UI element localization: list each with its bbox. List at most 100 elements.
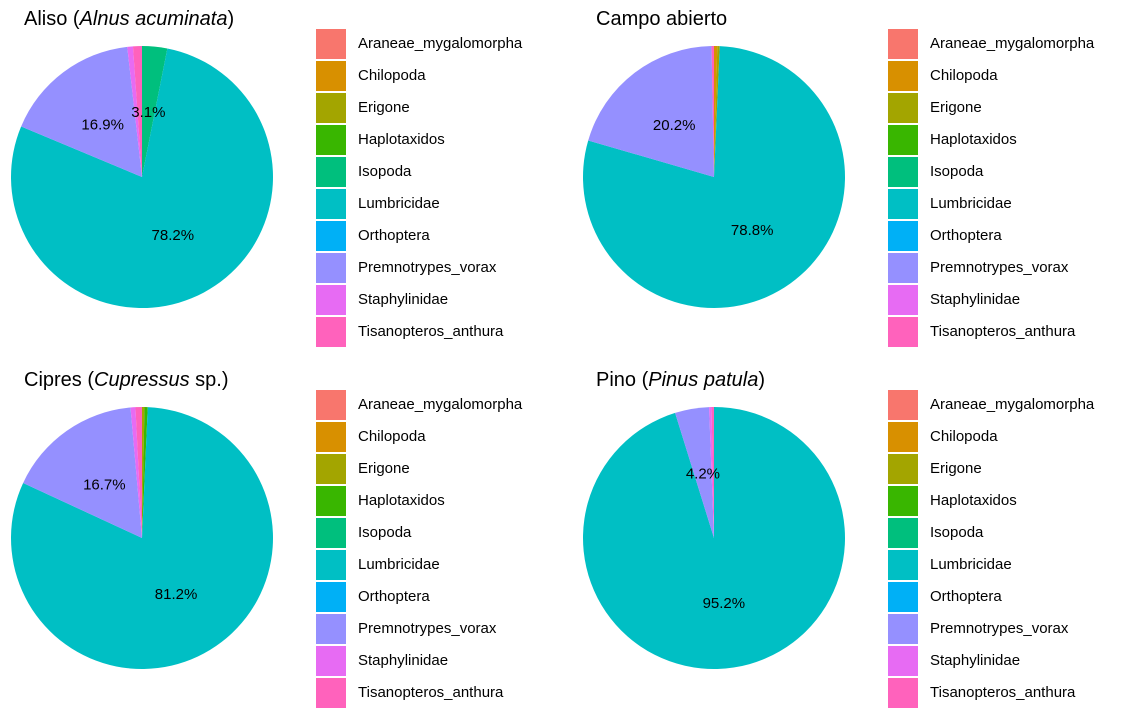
legend-key bbox=[316, 189, 346, 219]
legend-key bbox=[888, 157, 918, 187]
panel-title: Aliso (Alnus acuminata) bbox=[24, 8, 235, 30]
legend-item-orthoptera: Orthoptera bbox=[888, 581, 1128, 613]
legend-label: Premnotrypes_vorax bbox=[930, 620, 1069, 637]
legend-label: Isopoda bbox=[358, 163, 412, 180]
legend-item-isopoda: Isopoda bbox=[888, 156, 1128, 188]
legend-label: Chilopoda bbox=[358, 67, 426, 84]
panel-title: Pino (Pinus patula) bbox=[596, 369, 765, 391]
legend-label: Staphylinidae bbox=[358, 652, 449, 669]
pie-slice-premnotrypes-vorax bbox=[588, 46, 714, 178]
slice-label-premnotrypes-vorax: 4.2% bbox=[686, 465, 720, 482]
legend-label: Araneae_mygalomorpha bbox=[930, 396, 1095, 413]
legend-key bbox=[888, 614, 918, 644]
legend-key bbox=[888, 486, 918, 516]
legend-item-erigone: Erigone bbox=[316, 92, 556, 124]
legend-item-haplotaxidos: Haplotaxidos bbox=[316, 485, 556, 517]
legend-item-orthoptera: Orthoptera bbox=[888, 220, 1128, 252]
pie-slice-tisanopteros-anthura bbox=[135, 407, 142, 538]
slice-label-premnotrypes-vorax: 16.9% bbox=[81, 117, 124, 134]
pie-slice-tisanopteros-anthura bbox=[132, 46, 142, 177]
pie-chart: 81.2% 16.7% bbox=[11, 407, 274, 669]
legend-key bbox=[316, 678, 346, 708]
legend-item-lumbricidae: Lumbricidae bbox=[316, 549, 556, 581]
pie-slice-lumbricidae bbox=[11, 407, 274, 669]
legend-label: Chilopoda bbox=[930, 67, 998, 84]
slice-label-lumbricidae: 95.2% bbox=[703, 595, 746, 612]
legend-item-lumbricidae: Lumbricidae bbox=[888, 188, 1128, 220]
pie-slice-lumbricidae bbox=[583, 46, 845, 309]
legend-key bbox=[316, 454, 346, 484]
legend-key bbox=[316, 61, 346, 91]
legend-item-araneae-mygalomorpha: Araneae_mygalomorpha bbox=[316, 28, 556, 60]
pie-slice-chilopoda bbox=[714, 46, 718, 177]
slice-label-lumbricidae: 78.8% bbox=[731, 222, 774, 239]
legend-key bbox=[888, 189, 918, 219]
legend-key bbox=[888, 125, 918, 155]
legend-item-staphylinidae: Staphylinidae bbox=[888, 284, 1128, 316]
legend-item-haplotaxidos: Haplotaxidos bbox=[888, 124, 1128, 156]
legend-item-haplotaxidos: Haplotaxidos bbox=[316, 124, 556, 156]
legend-key bbox=[888, 454, 918, 484]
legend-label: Tisanopteros_anthura bbox=[930, 684, 1076, 701]
legend-item-staphylinidae: Staphylinidae bbox=[316, 645, 556, 677]
legend-label: Haplotaxidos bbox=[930, 131, 1017, 148]
legend-key bbox=[888, 390, 918, 420]
legend-label: Tisanopteros_anthura bbox=[930, 323, 1076, 340]
legend-label: Staphylinidae bbox=[930, 291, 1021, 308]
legend-key bbox=[316, 646, 346, 676]
legend-key bbox=[316, 582, 346, 612]
legend-key bbox=[316, 29, 346, 59]
legend-key bbox=[888, 317, 918, 347]
pie-slice-haplotaxidos bbox=[142, 407, 148, 538]
legend-item-premnotrypes-vorax: Premnotrypes_vorax bbox=[316, 613, 556, 645]
legend-label: Staphylinidae bbox=[930, 652, 1021, 669]
pie-panel-aliso: Aliso (Alnus acuminata) 3.1% 78.2% 16.9% A… bbox=[0, 0, 564, 355]
legend-key bbox=[888, 29, 918, 59]
legend-item-orthoptera: Orthoptera bbox=[316, 220, 556, 252]
pie-slice-tisanopteros-anthura bbox=[711, 407, 714, 538]
legend-item-chilopoda: Chilopoda bbox=[316, 60, 556, 92]
legend-item-erigone: Erigone bbox=[316, 453, 556, 485]
legend-key bbox=[888, 518, 918, 548]
pie-slice-premnotrypes-vorax bbox=[23, 407, 143, 538]
legend-label: Lumbricidae bbox=[358, 195, 440, 212]
legend-label: Araneae_mygalomorpha bbox=[930, 35, 1095, 52]
legend-key bbox=[316, 486, 346, 516]
pie-chart: 78.8% 20.2% bbox=[583, 46, 845, 309]
pie-slice-tisanopteros-anthura bbox=[711, 46, 714, 177]
legend-item-isopoda: Isopoda bbox=[888, 517, 1128, 549]
legend-key bbox=[888, 61, 918, 91]
pie-panel-pino: Pino (Pinus patula) 95.2% 4.2% Araneae_my… bbox=[572, 361, 1128, 716]
slice-label-premnotrypes-vorax: 20.2% bbox=[653, 117, 696, 134]
legend-item-chilopoda: Chilopoda bbox=[888, 421, 1128, 453]
legend-key bbox=[316, 614, 346, 644]
legend-label: Chilopoda bbox=[930, 428, 998, 445]
legend-key bbox=[316, 317, 346, 347]
pie-panel-cipres: Cipres (Cupressus sp.) 81.2% 16.7% Aranea… bbox=[0, 361, 564, 716]
pie-slice-erigone bbox=[714, 46, 720, 178]
legend-item-premnotrypes-vorax: Premnotrypes_vorax bbox=[888, 252, 1128, 284]
legend-item-staphylinidae: Staphylinidae bbox=[888, 645, 1128, 677]
slice-label-lumbricidae: 78.2% bbox=[152, 227, 195, 244]
legend-item-premnotrypes-vorax: Premnotrypes_vorax bbox=[888, 613, 1128, 645]
legend-key bbox=[316, 550, 346, 580]
legend-label: Orthoptera bbox=[930, 227, 1002, 244]
pie-slice-staphylinidae bbox=[130, 407, 142, 538]
legend-key bbox=[888, 550, 918, 580]
pie-slice-premnotrypes-vorax bbox=[675, 407, 714, 538]
legend-item-erigone: Erigone bbox=[888, 92, 1128, 124]
legend-key bbox=[316, 125, 346, 155]
pie-chart: 3.1% 78.2% 16.9% bbox=[10, 46, 274, 308]
legend-key bbox=[316, 285, 346, 315]
legend-item-staphylinidae: Staphylinidae bbox=[316, 284, 556, 316]
legend-label: Tisanopteros_anthura bbox=[358, 684, 504, 701]
legend-key bbox=[316, 221, 346, 251]
pie-slice-isopoda bbox=[142, 46, 168, 177]
pie-slice-staphylinidae bbox=[127, 46, 142, 178]
legend-item-premnotrypes-vorax: Premnotrypes_vorax bbox=[316, 252, 556, 284]
legend-key bbox=[888, 93, 918, 123]
pie-chart: 95.2% 4.2% bbox=[583, 407, 845, 669]
legend-key bbox=[888, 646, 918, 676]
legend-label: Erigone bbox=[930, 460, 982, 477]
legend-item-chilopoda: Chilopoda bbox=[888, 60, 1128, 92]
